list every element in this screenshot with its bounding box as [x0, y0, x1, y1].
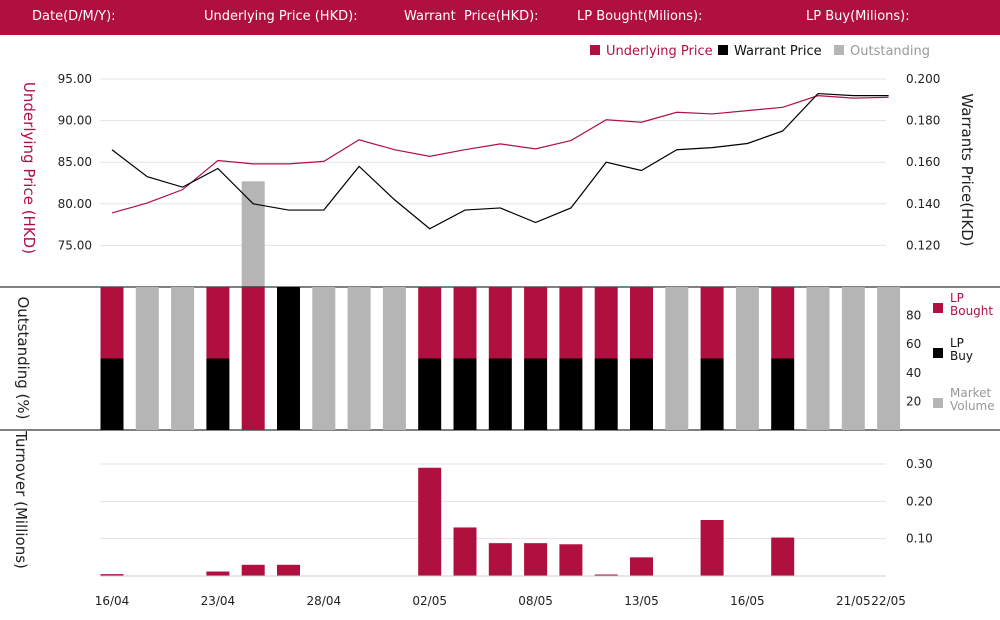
turnover-tick-label: 0.10 — [906, 532, 933, 546]
x-tick-label: 16/04 — [95, 594, 130, 608]
market-volume-bar — [171, 287, 195, 430]
turnover-bar — [241, 564, 265, 576]
y-right-tick-label: 0.160 — [906, 155, 940, 169]
turnover-bar — [630, 557, 653, 576]
pct-tick-label: 60 — [906, 337, 921, 351]
legend-label: Warrant Price — [734, 44, 822, 59]
lp-buy-bar — [771, 358, 795, 430]
turnover-bar — [418, 467, 442, 576]
lp-bought-bar — [418, 287, 442, 359]
lp-buy-bar — [206, 358, 230, 430]
lp-buy-bar — [100, 358, 124, 430]
y-right-tick-label: 0.120 — [906, 238, 940, 252]
warrant-price-line — [111, 92, 889, 230]
turnover-bar — [771, 537, 795, 576]
x-tick-label: 22/05 — [871, 594, 906, 608]
legend-label: Market Volume — [950, 386, 995, 413]
y-right-tick-label: 0.200 — [906, 72, 940, 86]
y-left-tick-label: 75.00 — [58, 238, 92, 252]
legend-label: LP Bought — [950, 291, 993, 318]
legend-swatch — [590, 45, 600, 55]
lp-bought-bar — [488, 287, 512, 359]
date-label: Date(D/M/Y): — [32, 9, 116, 24]
turnover-bar — [453, 527, 477, 576]
x-tick-label: 21/05 — [836, 594, 871, 608]
lp-bought-label: LP Bought(Milions): — [577, 9, 703, 24]
legend-label: Underlying Price — [606, 44, 713, 59]
lp-buy-bar — [594, 358, 618, 430]
turnover-bar — [700, 520, 724, 576]
lp-buy-bar — [453, 358, 477, 430]
market-volume-bar — [135, 287, 159, 430]
legend-label: LP Buy — [950, 336, 973, 363]
underlying-price-label: Underlying Price (HKD): — [204, 9, 358, 24]
market-volume-bar — [877, 287, 901, 430]
legend-swatch — [834, 45, 844, 55]
y-left-axis-title: Underlying Price (HKD) — [20, 82, 38, 254]
legend-swatch — [718, 45, 728, 55]
y-left-tick-label: 85.00 — [58, 155, 92, 169]
x-tick-label: 28/04 — [307, 594, 342, 608]
lp-bought-bar — [524, 287, 548, 359]
lp-bought-bar — [453, 287, 477, 359]
x-tick-label: 23/04 — [201, 594, 236, 608]
market-volume-bar — [312, 287, 336, 430]
lp-bought-bar — [241, 287, 265, 430]
turnover-bar — [524, 543, 548, 576]
market-volume-bar — [665, 287, 689, 430]
lp-buy-bar — [630, 358, 653, 430]
market-volume-bar — [735, 287, 759, 430]
lp-bought-bar — [771, 287, 795, 359]
lp-buy-bar — [524, 358, 548, 430]
x-tick-label: 13/05 — [624, 594, 659, 608]
market-volume-bar — [841, 287, 865, 430]
lp-bought-bar — [559, 287, 583, 359]
pct-axis-title: Outstanding (%) — [14, 296, 32, 419]
legend-label: Outstanding — [850, 44, 930, 59]
lp-buy-bar — [488, 358, 512, 430]
lp-buy-bar — [700, 358, 724, 430]
turnover-bar — [206, 571, 230, 576]
turnover-bar — [277, 564, 300, 576]
turnover-bar — [488, 543, 512, 576]
pct-tick-label: 80 — [906, 309, 921, 323]
lp-bought-bar — [100, 287, 124, 359]
y-right-tick-label: 0.180 — [906, 114, 940, 128]
info-header-bar: Date(D/M/Y): Underlying Price (HKD): War… — [0, 0, 1000, 35]
turnover-axis-title: Turnover (Millions) — [12, 430, 30, 569]
pct-tick-label: 40 — [906, 366, 921, 380]
lp-buy-bar — [559, 358, 583, 430]
legend-swatch — [933, 348, 943, 358]
x-tick-label: 16/05 — [730, 594, 765, 608]
turnover-tick-label: 0.20 — [906, 494, 933, 508]
lp-bought-bar — [630, 287, 653, 359]
pct-tick-label: 20 — [906, 394, 921, 408]
turnover-bar — [100, 574, 124, 576]
lp-bought-bar — [700, 287, 724, 359]
market-volume-bar — [347, 287, 371, 430]
y-right-axis-title: Warrants Price(HKD) — [958, 93, 976, 246]
turnover-bar — [559, 544, 583, 576]
x-tick-label: 02/05 — [412, 594, 447, 608]
y-left-tick-label: 80.00 — [58, 197, 92, 211]
x-tick-label: 08/05 — [518, 594, 553, 608]
lp-bought-bar — [206, 287, 230, 359]
lp-bought-bar — [594, 287, 618, 359]
lp-buy-bar — [418, 358, 442, 430]
outstanding-bar — [241, 181, 265, 287]
legend-swatch — [933, 398, 943, 408]
underlying-price-line — [111, 95, 889, 214]
lp-buy-label: LP Buy(Milions): — [806, 9, 910, 24]
market-volume-bar — [806, 287, 830, 430]
y-left-tick-label: 90.00 — [58, 114, 92, 128]
market-volume-bar — [382, 287, 406, 430]
y-right-tick-label: 0.140 — [906, 197, 940, 211]
y-left-tick-label: 95.00 — [58, 72, 92, 86]
legend-swatch — [933, 303, 943, 313]
lp-buy-bar — [277, 287, 300, 430]
turnover-tick-label: 0.30 — [906, 457, 933, 471]
turnover-bar — [594, 574, 618, 576]
warrant-price-label: Warrant Price(HKD): — [404, 9, 539, 24]
